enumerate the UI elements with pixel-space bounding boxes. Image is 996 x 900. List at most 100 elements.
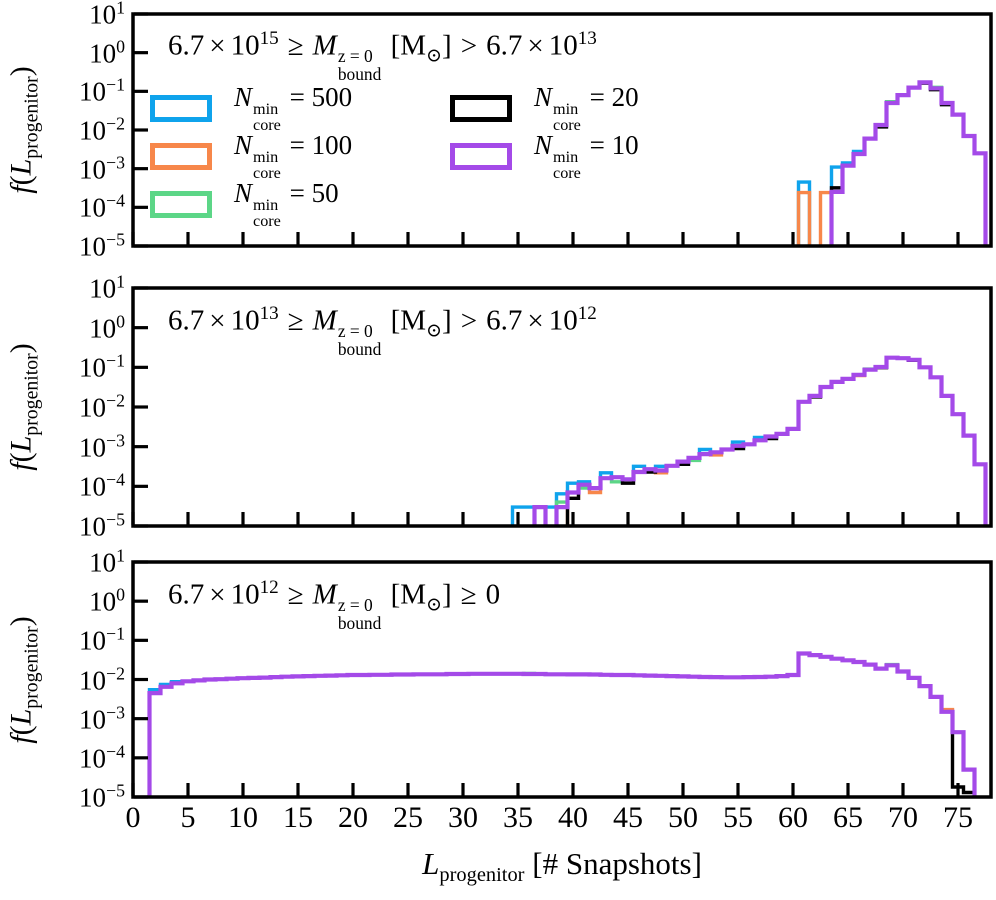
y-tick-base: 10 bbox=[89, 273, 117, 304]
y-tick-base: 10 bbox=[79, 115, 107, 146]
y-tick-base: 10 bbox=[79, 192, 107, 223]
title-times: × bbox=[209, 578, 226, 611]
title-relation-2: > bbox=[460, 29, 478, 62]
legend-swatch-n20 bbox=[450, 94, 512, 122]
y-tick-label: 101 bbox=[89, 546, 125, 579]
title-rhs-base: 10 bbox=[548, 304, 578, 337]
title-lhs-exponent: 12 bbox=[259, 577, 279, 598]
title-mass-sup: z = 0 bbox=[337, 321, 373, 342]
title-rhs-exponent: 12 bbox=[577, 303, 597, 324]
y-tick-base: 10 bbox=[89, 0, 117, 30]
y-tick-base: 10 bbox=[79, 471, 107, 502]
y-tick-base: 10 bbox=[79, 665, 107, 695]
x-tick-label: 20 bbox=[338, 801, 368, 834]
y-tick-label: 10−5 bbox=[79, 781, 125, 814]
title-unit-sun: ⊙ bbox=[426, 594, 443, 616]
series-n10-bottom bbox=[147, 651, 977, 796]
y-tick-base: 10 bbox=[79, 625, 107, 656]
legend-swatch-n10 bbox=[450, 142, 512, 170]
y-tick-label: 10−1 bbox=[79, 75, 125, 108]
legend-swatch-n100 bbox=[150, 142, 212, 170]
y-tick-label: 10−3 bbox=[79, 152, 125, 185]
title-lhs-base: 10 bbox=[230, 29, 260, 62]
y-tick-base: 10 bbox=[79, 76, 107, 107]
x-tick-label: 65 bbox=[833, 801, 863, 834]
title-unit-close: ] bbox=[442, 304, 452, 337]
legend-swatch-n500 bbox=[150, 94, 212, 122]
title-rhs-base: 10 bbox=[548, 29, 578, 62]
title-mass-sub: bound bbox=[337, 613, 382, 634]
y-tick-exponent: −5 bbox=[106, 229, 125, 250]
title-mass-symbol: M bbox=[312, 29, 337, 62]
y-tick-label: 10−1 bbox=[79, 351, 125, 384]
y-tick-exponent: −4 bbox=[106, 741, 125, 762]
x-tick-label: 55 bbox=[723, 801, 753, 834]
series-n50-middle bbox=[554, 356, 988, 525]
panel-top-series bbox=[796, 80, 988, 245]
title-rhs-coeff: 6.7 bbox=[486, 304, 523, 337]
title-mass-sup: z = 0 bbox=[337, 46, 373, 67]
y-tick-exponent: −4 bbox=[106, 469, 125, 490]
x-tick-label: 70 bbox=[888, 801, 918, 834]
y-tick-exponent: 0 bbox=[116, 36, 125, 57]
x-tick-label: 0 bbox=[125, 801, 141, 834]
y-axis-label-middle: f(Lprogenitor) bbox=[4, 343, 43, 471]
y-tick-label: 10−4 bbox=[79, 470, 125, 503]
panel-bottom-frame bbox=[131, 560, 993, 799]
title-mass-scripts: z = 0 bound bbox=[338, 597, 381, 633]
y-tick-exponent: −5 bbox=[106, 509, 125, 530]
series-n10-top bbox=[829, 80, 988, 245]
y-tick-base: 10 bbox=[79, 352, 107, 383]
y-tick-label: 100 bbox=[89, 585, 125, 618]
x-tick-label: 10 bbox=[228, 801, 258, 834]
title-lhs-exponent: 15 bbox=[259, 28, 279, 49]
series-n100-middle bbox=[565, 356, 988, 525]
y-tick-exponent: −1 bbox=[106, 74, 125, 95]
x-axis-label: Lprogenitor [# Snapshots] bbox=[422, 846, 702, 887]
y-tick-label: 10−3 bbox=[79, 702, 125, 735]
series-n500-top bbox=[796, 80, 988, 245]
series-n10-middle bbox=[532, 355, 988, 525]
panel-top-frame bbox=[131, 12, 993, 248]
title-unit-open: [M bbox=[383, 578, 427, 611]
x-tick-label: 45 bbox=[613, 801, 643, 834]
y-tick-label: 101 bbox=[89, 0, 125, 31]
x-tick-label: 40 bbox=[558, 801, 588, 834]
y-tick-exponent: 1 bbox=[116, 545, 125, 566]
y-tick-base: 10 bbox=[89, 38, 117, 69]
y-tick-base: 10 bbox=[89, 586, 117, 617]
y-tick-base: 10 bbox=[79, 392, 107, 423]
x-tick-label: 50 bbox=[668, 801, 698, 834]
y-tick-base: 10 bbox=[79, 511, 107, 542]
title-relation-2: ≥ bbox=[460, 578, 477, 611]
y-tick-exponent: −2 bbox=[106, 390, 125, 411]
y-tick-label: 10−2 bbox=[79, 114, 125, 147]
title-times: × bbox=[209, 29, 226, 62]
panel-middle-frame bbox=[131, 286, 993, 528]
y-tick-base: 10 bbox=[79, 743, 107, 774]
legend-swatch-n50 bbox=[150, 190, 212, 218]
title-lhs-coeff: 6.7 bbox=[168, 578, 205, 611]
y-tick-label: 10−4 bbox=[79, 191, 125, 224]
y-tick-exponent: −3 bbox=[106, 430, 125, 451]
x-tick-label: 25 bbox=[393, 801, 423, 834]
title-times: × bbox=[209, 304, 226, 337]
y-axis-label-top: f(Lprogenitor) bbox=[4, 66, 43, 194]
y-tick-label: 10−3 bbox=[79, 430, 125, 463]
panel-middle-series bbox=[510, 355, 988, 525]
title-unit-sun: ⊙ bbox=[426, 45, 443, 67]
y-tick-exponent: −1 bbox=[106, 350, 125, 371]
y-tick-base: 10 bbox=[79, 432, 107, 463]
x-tick-label: 75 bbox=[943, 801, 973, 834]
title-relation-1: ≥ bbox=[287, 578, 304, 611]
title-rhs-coeff: 0 bbox=[485, 578, 501, 611]
y-tick-exponent: −4 bbox=[106, 190, 125, 211]
